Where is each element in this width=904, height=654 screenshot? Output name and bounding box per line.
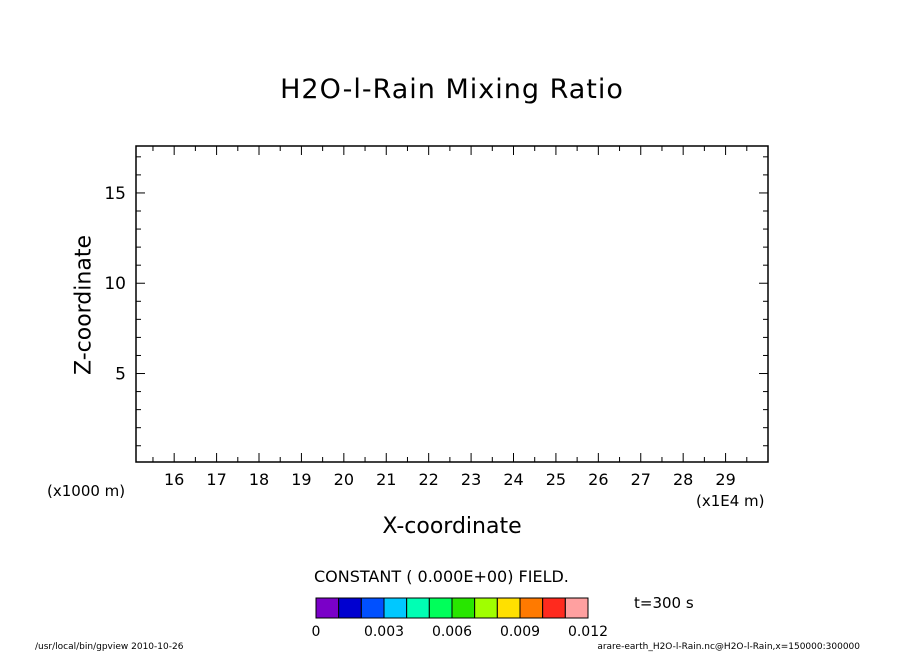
chart-title: H2O-l-Rain Mixing Ratio	[280, 74, 624, 105]
x-tick-label: 27	[631, 470, 651, 489]
colorbar-cell	[360, 597, 385, 619]
y-tick-label: 5	[115, 365, 126, 385]
field-note: CONSTANT ( 0.000E+00) FIELD.	[314, 567, 569, 586]
x-tick-label: 22	[418, 470, 438, 489]
y-tick-label: 15	[104, 184, 126, 204]
colorbar-cell	[474, 597, 498, 619]
colorbar-cell	[383, 597, 408, 619]
x-tick-label: 20	[334, 470, 354, 489]
x-tick-label: 18	[249, 470, 269, 489]
x-tick-label: 25	[546, 470, 566, 489]
colorbar-cell	[451, 597, 476, 619]
time-label: t=300 s	[634, 594, 694, 612]
colorbar-cell	[542, 597, 566, 619]
colorbar-cell	[519, 597, 544, 619]
y-axis-ticks: 5 10 15	[104, 156, 768, 447]
colorbar-tick-label: 0.009	[500, 624, 540, 640]
colorbar-tick-label: 0.006	[432, 624, 472, 640]
colorbar-cell	[338, 597, 362, 619]
colorbar-cell	[315, 597, 340, 619]
x-axis-label: X-coordinate	[382, 514, 522, 539]
x-unit-left: (x1000 m)	[47, 482, 126, 500]
x-tick-label: 29	[715, 470, 735, 489]
plot-frame	[135, 145, 769, 463]
x-tick-label: 21	[376, 470, 396, 489]
colorbar-cell	[496, 597, 521, 619]
x-tick-label: 17	[206, 470, 226, 489]
x-tick-label: 23	[461, 470, 481, 489]
x-tick-label: 24	[503, 470, 523, 489]
y-tick-label: 10	[104, 274, 126, 294]
colorbar-tick-label: 0.003	[364, 624, 404, 640]
colorbar-tick-label: 0.012	[568, 624, 608, 640]
x-tick-label: 16	[164, 470, 184, 489]
x-tick-label: 28	[673, 470, 693, 489]
colorbar-tick-label: 0	[312, 624, 321, 640]
x-unit-right: (x1E4 m)	[696, 492, 765, 510]
colorbar-cell	[564, 597, 589, 619]
x-tick-label: 19	[291, 470, 311, 489]
x-axis-ticks: 16 17 18 19 20 21 22 23 24 25 26 27 28 29	[152, 146, 769, 489]
colorbar-cell	[406, 597, 430, 619]
colorbar: 0 0.003 0.006 0.009 0.012	[312, 597, 608, 640]
y-axis-label: Z-coordinate	[71, 235, 97, 375]
footer-left: /usr/local/bin/gpview 2010-10-26	[35, 642, 184, 652]
colorbar-cell	[428, 597, 453, 619]
x-tick-label: 26	[588, 470, 608, 489]
footer-right: arare-earth_H2O-l-Rain.nc@H2O-l-Rain,x=1…	[597, 642, 860, 652]
